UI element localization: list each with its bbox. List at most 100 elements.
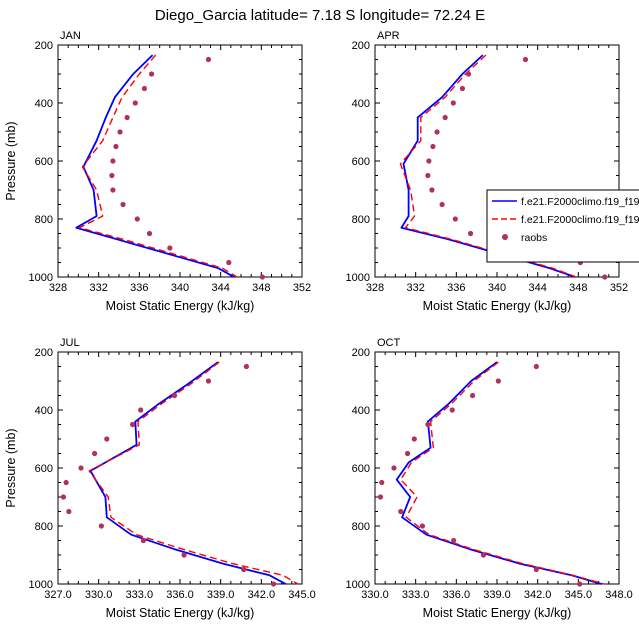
series-line-red	[88, 361, 299, 585]
y-tick-label: 800	[352, 214, 370, 226]
raobs-point	[470, 392, 476, 399]
raobs-point	[533, 566, 539, 573]
x-tick-label: 328	[49, 282, 67, 294]
raobs-point	[522, 56, 529, 63]
raobs-point	[391, 465, 397, 471]
raobs-point	[148, 71, 155, 77]
raobs-point	[205, 378, 212, 384]
y-tick-label: 200	[35, 347, 53, 359]
panel-title: JAN	[60, 30, 81, 42]
x-tick-label: 352	[293, 282, 311, 294]
raobs-point	[63, 479, 69, 486]
raobs-point	[243, 363, 250, 370]
raobs-point	[134, 216, 140, 222]
legend-box	[486, 189, 639, 263]
raobs-point	[434, 129, 440, 135]
x-tick-label: 348	[569, 282, 587, 294]
legend-marker	[502, 234, 508, 240]
panel-jan: 328 332 336 340 344 348 352 200 400 600 800 1000 JAN…	[4, 30, 311, 313]
y-tick-label: 800	[35, 214, 53, 226]
y-tick-label: 800	[352, 521, 370, 533]
raobs-point	[459, 85, 466, 92]
plot-frame	[374, 351, 620, 585]
series-line-red	[78, 54, 238, 278]
raobs-point	[259, 274, 265, 280]
x-axis-label: Moist Static Energy (kJ/kg)	[106, 299, 255, 313]
raobs-point	[533, 363, 539, 370]
raobs-point	[451, 537, 457, 544]
y-tick-label: 400	[352, 98, 370, 110]
raobs-point	[132, 100, 138, 106]
series-line-blue	[75, 54, 235, 278]
y-tick-label: 400	[35, 98, 53, 110]
raobs-point	[141, 85, 148, 92]
y-tick-label: 1000	[346, 272, 370, 284]
raobs-point	[120, 201, 126, 208]
y-tick-label: 1000	[346, 579, 370, 591]
raobs-point	[92, 450, 98, 457]
x-tick-label: 333.0	[402, 589, 430, 601]
series-line-red	[400, 361, 605, 585]
raobs-point	[430, 143, 436, 150]
raobs-point	[425, 172, 431, 179]
raobs-point	[205, 56, 212, 63]
y-axis-label: Pressure (mb)	[4, 428, 18, 507]
legend-label: f.e21.F2000climo.f19_f19	[521, 196, 639, 208]
x-tick-label: 339.0	[207, 589, 235, 601]
x-tick-label: 332	[406, 282, 424, 294]
raobs-point	[442, 114, 448, 121]
x-axis-label: Moist Static Energy (kJ/kg)	[423, 299, 572, 313]
raobs-point	[181, 552, 187, 558]
series-raobs	[109, 56, 265, 280]
raobs-point	[60, 494, 67, 500]
raobs-point	[465, 71, 472, 77]
panel-apr: 328 332 336 340 344 348 352 200 400 600 800 1000 APR…	[346, 30, 629, 313]
x-tick-label: 333.0	[126, 589, 154, 601]
x-tick-label: 332	[89, 282, 107, 294]
raobs-point	[167, 245, 173, 251]
x-tick-label: 340	[171, 282, 189, 294]
x-tick-label: 342.0	[524, 589, 552, 601]
series-raobs	[377, 363, 583, 587]
x-tick-label: 330.0	[85, 589, 113, 601]
raobs-point	[480, 552, 487, 558]
raobs-point	[404, 450, 411, 457]
x-tick-label: 328	[366, 282, 384, 294]
raobs-point	[104, 436, 110, 442]
series-line-blue	[89, 361, 287, 585]
raobs-point	[124, 114, 130, 121]
plot-frame	[57, 44, 303, 278]
y-tick-label: 600	[35, 463, 53, 475]
raobs-point	[452, 216, 458, 222]
figure-title: Diego_Garcia latitude= 7.18 S longitude=…	[155, 7, 485, 24]
legend-label: f.e21.F2000climo.f19_f19	[521, 214, 639, 226]
raobs-point	[467, 230, 474, 237]
y-tick-label: 400	[35, 405, 53, 417]
panel-title: JUL	[60, 337, 80, 349]
y-tick-label: 400	[352, 405, 370, 417]
raobs-point	[109, 172, 115, 179]
panel-title: OCT	[377, 337, 401, 349]
y-tick-label: 600	[352, 463, 370, 475]
raobs-point	[449, 407, 455, 413]
series-raobs	[60, 363, 277, 587]
x-tick-label: 345.0	[288, 589, 316, 601]
raobs-point	[419, 523, 426, 529]
raobs-point	[379, 479, 385, 486]
raobs-point	[241, 566, 247, 573]
raobs-point	[398, 508, 404, 515]
raobs-point	[450, 100, 456, 106]
x-tick-label: 344	[211, 282, 229, 294]
x-tick-label: 352	[610, 282, 628, 294]
panel-jul: 327.0 330.0 333.0 336.0 339.0 342.0 345.0 200 40…	[4, 337, 316, 620]
raobs-point	[129, 421, 136, 428]
raobs-point	[602, 274, 608, 280]
x-tick-label: 344	[528, 282, 546, 294]
panels: 328 332 336 340 344 348 352 200 400 600 800 1000 JAN…	[4, 30, 633, 620]
raobs-point	[429, 187, 435, 193]
y-tick-label: 600	[35, 156, 53, 168]
raobs-point	[140, 537, 146, 544]
raobs-point	[425, 421, 431, 428]
raobs-point	[146, 230, 153, 237]
